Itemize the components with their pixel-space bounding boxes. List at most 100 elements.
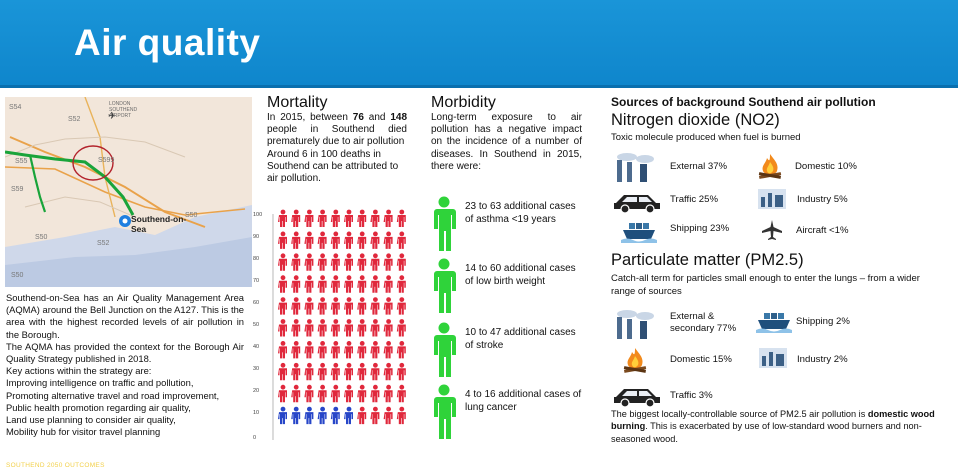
morbidity-text: 14 to 60 additional cases of low birth w… (465, 263, 576, 287)
person-figure (278, 341, 287, 359)
person-figure (383, 341, 393, 359)
person-figure (383, 209, 393, 227)
mortality-high: 148 (390, 112, 408, 123)
factory-icon (617, 153, 654, 182)
svg-text:S599: S599 (98, 157, 114, 164)
person-figure (370, 297, 380, 315)
person-figure (396, 231, 406, 249)
person-figure (304, 231, 314, 249)
morbidity-item-asthma: 23 to 63 additional cases of asthma <19 … (431, 196, 591, 256)
person-figure (291, 209, 301, 227)
pm25-external: External & secondary 77% (670, 311, 736, 335)
note-bold: domestic wood burning (611, 409, 935, 432)
person-figure (396, 209, 406, 227)
factory-icon (617, 310, 654, 339)
svg-text:S54: S54 (9, 104, 22, 111)
person-figure (357, 231, 367, 249)
no2-title: Nitrogen dioxide (NO2) (611, 111, 780, 129)
person-figure (304, 209, 314, 227)
morbidity-text: 10 to 47 additional cases of stroke (465, 327, 576, 351)
footer-mark: SOUTHEND 2050 OUTCOMES (6, 462, 105, 469)
person-figure (344, 384, 353, 403)
no2-industry: Industry 5% (797, 194, 848, 205)
aqma-strategy: The AQMA has provided the context for th… (6, 340, 244, 365)
pm25-note: The biggest locally-controllable source … (611, 408, 946, 445)
person-figure (383, 231, 393, 249)
note-pre: The biggest locally-controllable source … (611, 409, 866, 419)
pm25-subtitle: Catch-all term for particles small enoug… (611, 273, 920, 297)
person-figure (344, 297, 353, 315)
person-figure (370, 209, 380, 227)
axis-tick: 50 (253, 322, 260, 328)
svg-text:S50: S50 (11, 272, 24, 279)
person-figure (357, 384, 367, 403)
no2-shipping: Shipping 23% (670, 223, 730, 234)
person-figure (330, 362, 340, 381)
person-figure (370, 362, 380, 381)
person-figure (357, 341, 367, 359)
person-figure (344, 362, 353, 381)
axis-tick: 80 (253, 256, 260, 262)
action-item: Public health promotion regarding air qu… (6, 401, 191, 413)
person-figure (357, 406, 367, 425)
person-figure (317, 275, 327, 293)
ship-icon (756, 313, 792, 333)
pm25-domestic: Domestic 15% (670, 354, 732, 365)
person-figure-highlighted (317, 406, 327, 425)
person-figure (370, 253, 380, 271)
pm25-industry: Industry 2% (797, 354, 848, 365)
person-figure (278, 275, 287, 293)
morbidity-item-stroke: 10 to 47 additional cases of stroke (431, 322, 591, 382)
person-figure (278, 209, 287, 227)
person-icon (434, 322, 456, 377)
axis-tick: 70 (253, 278, 260, 284)
person-figure (317, 231, 327, 249)
person-figure (278, 319, 287, 337)
mortality-low: 76 (352, 112, 364, 123)
fire-icon (758, 154, 782, 179)
person-figure (278, 231, 287, 249)
action-item: Promoting alternative travel and road im… (6, 389, 220, 401)
person-figure (304, 297, 314, 315)
morbidity-title: Morbidity (431, 94, 496, 111)
axis-tick: 40 (253, 344, 260, 350)
aqma-intro: Southend-on-Sea has an Air Quality Manag… (6, 292, 244, 340)
sources-heading: Sources of background Southend air pollu… (611, 95, 876, 109)
person-figure (383, 319, 393, 337)
person-figure (291, 275, 301, 293)
person-figure (317, 362, 327, 381)
car-icon (614, 195, 660, 214)
person-figure (330, 275, 340, 293)
aqma-description: Southend-on-Sea has an Air Quality Manag… (6, 292, 244, 438)
person-figure (396, 406, 406, 425)
actions-heading: Key actions within the strategy are: (6, 365, 152, 377)
pm25-shipping: Shipping 2% (796, 316, 850, 327)
person-figure (344, 231, 353, 249)
person-figure (396, 275, 406, 293)
no2-domestic: Domestic 10% (795, 161, 857, 172)
person-figure (396, 297, 406, 315)
person-figure (344, 319, 353, 337)
person-figure (291, 362, 301, 381)
person-figure (370, 406, 380, 425)
mortality-title: Mortality (267, 94, 328, 111)
industry-icon (758, 189, 786, 209)
person-figure (291, 341, 301, 359)
page-title: Air quality (74, 22, 261, 63)
note-post: . This is exacerbated by use of low-stan… (611, 421, 922, 444)
person-figure (396, 362, 406, 381)
person-figure (330, 253, 340, 271)
person-figure (344, 341, 353, 359)
airport-label: LONDON SOUTHEND AIRPORT (109, 101, 138, 119)
person-figure (278, 253, 287, 271)
person-figure (330, 209, 340, 227)
mortality-pre: In 2015, between (267, 112, 348, 123)
action-item: Improving intelligence on traffic and po… (6, 377, 194, 389)
person-figure (357, 275, 367, 293)
person-figure-highlighted (278, 406, 287, 425)
morbidity-text: 23 to 63 additional cases of asthma <19 … (465, 201, 576, 225)
person-figure (383, 406, 393, 425)
person-figure (304, 362, 314, 381)
no2-external: External 37% (670, 161, 728, 172)
fire-icon (623, 348, 647, 373)
